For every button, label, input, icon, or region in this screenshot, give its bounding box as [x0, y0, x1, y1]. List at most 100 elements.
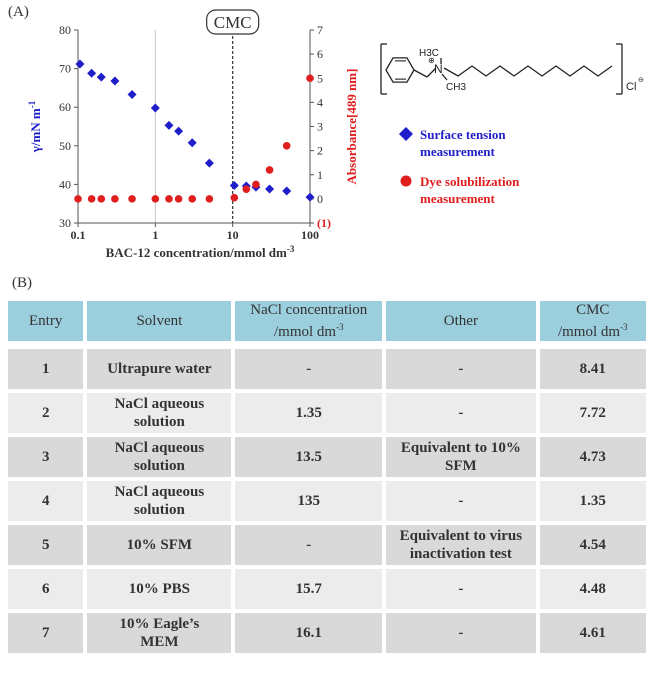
cmc-cell: 4.54 — [539, 525, 646, 565]
dye-solubilization-point — [128, 195, 136, 203]
y-right-tick-label: 6 — [317, 47, 323, 61]
y-left-tick-label: 50 — [59, 139, 71, 153]
methyl-bottom: CH3 — [446, 82, 466, 93]
cmc-cell: 7.72 — [539, 393, 646, 433]
legend-label: Dye solubilization measurement — [420, 174, 520, 206]
cmc-cell: 4.61 — [539, 613, 646, 653]
legend-surface-tension: Surface tension measurement — [398, 126, 578, 162]
header-other: Other — [386, 301, 536, 341]
dye-solubilization-point — [188, 195, 197, 203]
y-left-tick-label: 40 — [59, 177, 71, 191]
y-right-axis-title: Absorbance[489 nm] — [344, 69, 359, 185]
nacl-concentration-cell: - — [235, 349, 383, 389]
entry-cell: 2 — [8, 393, 84, 433]
other-cell: - — [386, 613, 536, 653]
diamond-marker-icon — [399, 127, 413, 141]
header-cmc: CMC/mmol dm-3 — [539, 301, 646, 341]
y-right-tick-label: 0 — [317, 192, 323, 206]
header-solvent: Solvent — [87, 301, 232, 341]
structure-bond — [426, 67, 437, 78]
surface-tension-point — [87, 68, 97, 78]
nacl-concentration-cell: 13.5 — [235, 437, 383, 477]
dye-solubilization-point — [282, 142, 291, 150]
panel-a-label: (A) — [8, 4, 29, 20]
y-right-tick-label: 4 — [317, 95, 323, 109]
solvent-cell: NaCl aqueous solution — [87, 437, 232, 477]
nacl-concentration-cell: 16.1 — [235, 613, 383, 653]
cmc-cell: 4.48 — [539, 569, 646, 609]
table-row: 5 10% SFM - Equivalent to virus inactivation… — [8, 525, 646, 565]
solvent-cell: Ultrapure water — [87, 349, 232, 389]
x-axis-title: BAC-12 concentration/mmol dm-3 — [106, 244, 295, 260]
y-left-tick-label: 30 — [59, 216, 71, 230]
dye-solubilization-point — [151, 195, 160, 203]
entry-cell: 1 — [8, 349, 84, 389]
methyl-top: H3C — [419, 48, 439, 59]
table-row: 2 NaCl aqueous solution 1.35-7.72 — [8, 393, 646, 433]
surface-tension-chart: CMC 0.1 1 10 100 30 40 50 60 70 80 (1) 0 1 2 3 4 5 6 7 BAC-1… — [27, 9, 644, 260]
surface-tension-point — [127, 89, 137, 99]
y-left-tick-label: 70 — [59, 62, 71, 76]
dye-solubilization-point — [265, 166, 274, 174]
surface-tension-point — [204, 158, 214, 168]
surface-tension-point — [265, 184, 275, 194]
surface-tension-point — [150, 103, 160, 113]
dye-solubilization-point — [242, 185, 251, 194]
plus-charge: ⊕ — [428, 56, 435, 65]
y-left-tick-label: 60 — [59, 100, 71, 114]
solvent-cell: 10% PBS — [87, 569, 232, 609]
surface-tension-point — [96, 72, 106, 82]
nacl-concentration-cell: 135 — [235, 481, 383, 521]
solvent-cell: 10% SFM — [87, 525, 232, 565]
nacl-concentration-cell: 1.35 — [235, 393, 383, 433]
solvent-cell: NaCl aqueous solution — [87, 481, 232, 521]
dye-solubilization-point — [252, 180, 260, 189]
cmc-cell: 4.73 — [539, 437, 646, 477]
header-nacl-concentration: NaCl concentration/mmol dm-3 — [235, 301, 383, 341]
surface-tension-point — [305, 192, 315, 202]
table-header-row: Entry Solvent NaCl concentration/mmol dm-3… — [8, 301, 646, 341]
dye-solubilization-point — [230, 193, 239, 202]
minus-charge: ⊖ — [638, 77, 644, 84]
panel-b-label: (B) — [12, 275, 32, 291]
cmc-label-box — [206, 9, 260, 35]
y-left-tick-label: 80 — [59, 23, 71, 37]
table-row: 6 10% PBS 15.7-4.48 — [8, 569, 646, 609]
legend-label: Surface tension measurement — [420, 127, 506, 159]
dye-solubilization-point — [111, 195, 119, 203]
cmc-label: CMC — [214, 13, 252, 32]
dodecyl-chain — [443, 65, 613, 77]
y-right-tick-label: 5 — [317, 71, 323, 85]
dye-solubilization-point — [97, 195, 106, 203]
table-row: 1 Ultrapure water - -8.41 — [8, 349, 646, 389]
entry-cell: 6 — [8, 569, 84, 609]
solvent-cell: NaCl aqueous solution — [87, 393, 232, 433]
circle-marker-icon — [400, 175, 412, 187]
nitrogen-atom: N — [434, 62, 443, 76]
other-cell: Equivalent to 10% SFM — [386, 437, 536, 477]
y-right-tick-label: (1) — [317, 216, 331, 230]
other-cell: - — [386, 481, 536, 521]
legend-dye-solubilization: Dye solubilization measurement — [398, 173, 578, 209]
structure-bond — [441, 73, 448, 81]
other-cell: Equivalent to virus inactivation test — [386, 525, 536, 565]
cmc-table: Entry Solvent NaCl concentration/mmol dm-3… — [4, 297, 650, 657]
entry-cell: 7 — [8, 613, 84, 653]
surface-tension-point — [75, 59, 85, 69]
y-left-axis-title: γ/mN m-1 — [27, 100, 43, 153]
y-right-tick-label: 3 — [317, 120, 323, 134]
y-right-tick-label: 1 — [317, 168, 323, 182]
entry-cell: 4 — [8, 481, 84, 521]
surface-tension-point — [187, 138, 197, 148]
entry-cell: 3 — [8, 437, 84, 477]
dye-solubilization-point — [174, 195, 183, 203]
table-row: 7 10% Eagle’s MEM 16.1-4.61 — [8, 613, 646, 653]
solvent-cell: 10% Eagle’s MEM — [87, 613, 232, 653]
table-row: 3 NaCl aqueous solution 13.5 Equivalent to 1… — [8, 437, 646, 477]
x-tick-label: 1 — [152, 228, 158, 242]
dye-solubilization-point — [165, 195, 173, 203]
nacl-concentration-cell: 15.7 — [235, 569, 383, 609]
table-row: 4 NaCl aqueous solution 135-1.35 — [8, 481, 646, 521]
y-right-tick-label: 2 — [317, 144, 323, 158]
nacl-concentration-cell: - — [235, 525, 383, 565]
